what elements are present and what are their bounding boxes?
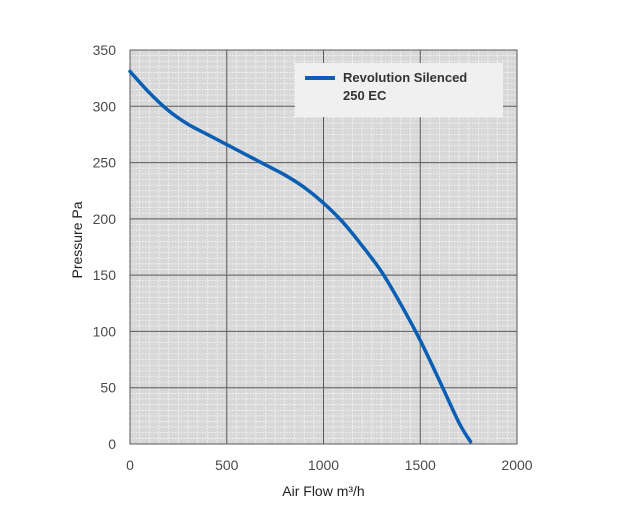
y-tick-label: 0 <box>108 436 116 452</box>
plot-frame <box>129 49 518 445</box>
x-tick-label: 2000 <box>501 457 532 473</box>
y-tick-label: 200 <box>93 211 117 227</box>
series-line <box>128 69 473 444</box>
y-tick-label: 350 <box>93 42 117 58</box>
series-lines <box>128 69 473 444</box>
legend-label-line2: 250 EC <box>343 88 387 103</box>
y-tick-labels: 0 50 100 150 200 250 300 350 <box>93 42 117 452</box>
y-tick-label: 250 <box>93 155 117 171</box>
y-tick-label: 150 <box>93 267 117 283</box>
legend: Revolution Silenced 250 EC <box>295 63 503 117</box>
x-axis-label: Air Flow m³/h <box>282 483 364 499</box>
y-tick-label: 50 <box>100 380 116 396</box>
x-tick-label: 1500 <box>405 457 436 473</box>
x-tick-label: 500 <box>215 457 239 473</box>
y-tick-label: 300 <box>93 98 117 114</box>
x-tick-label: 1000 <box>308 457 339 473</box>
y-tick-label: 100 <box>93 323 117 339</box>
legend-label-line1: Revolution Silenced <box>343 70 467 85</box>
x-tick-labels: 0 500 1000 1500 2000 <box>126 457 533 473</box>
x-tick-label: 0 <box>126 457 134 473</box>
y-axis-label: Pressure Pa <box>69 201 85 278</box>
legend-box <box>295 63 503 117</box>
